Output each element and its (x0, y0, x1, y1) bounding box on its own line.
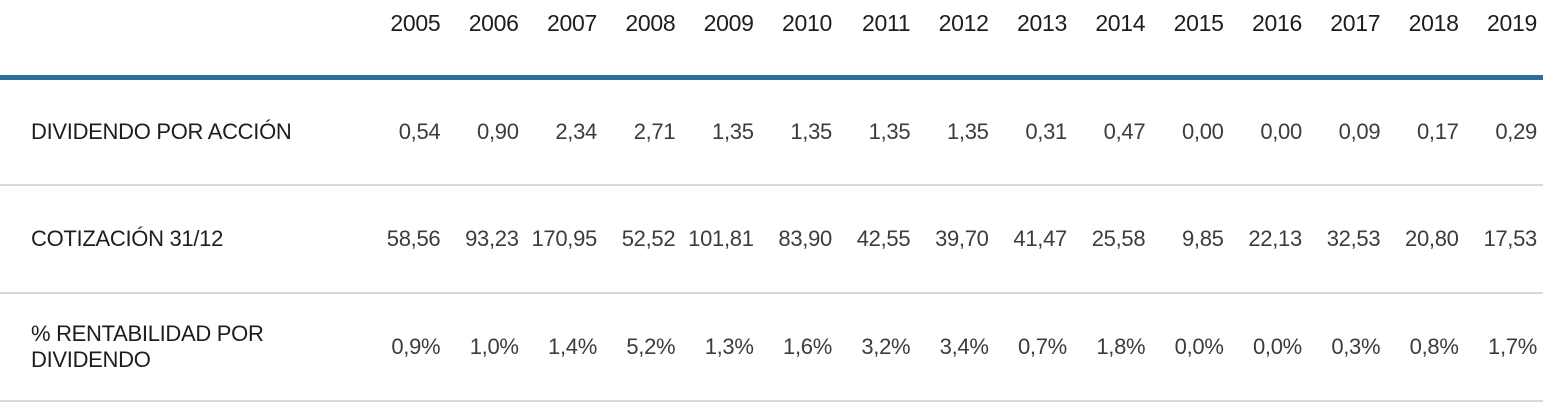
value-cell: 1,6% (759, 293, 838, 402)
value-cell: 3,4% (916, 293, 995, 402)
row-label: COTIZACIÓN 31/12 (0, 185, 368, 294)
value-cell: 1,35 (837, 77, 917, 186)
value-cell: 3,2% (837, 293, 917, 402)
value-cell: 1,4% (524, 293, 603, 402)
value-cell: 0,54 (368, 77, 447, 186)
table-row: % RENTABILIDAD POR DIVIDENDO 0,9% 1,0% 1,4%… (0, 293, 1543, 402)
year-header-2010: 2010 (759, 0, 838, 80)
year-header-2017: 2017 (1307, 0, 1387, 80)
row-label: DIVIDENDO POR ACCIÓN (0, 77, 368, 186)
year-header-row: 2005 2006 2007 2008 2009 2010 2011 2012 2013 2014… (0, 0, 1543, 80)
value-cell: 1,35 (759, 77, 838, 186)
year-header-2013: 2013 (994, 0, 1073, 80)
table-header: 2005 2006 2007 2008 2009 2010 2011 2012 2013 2014… (0, 0, 1543, 80)
value-cell: 0,00 (1151, 77, 1230, 186)
table-row: COTIZACIÓN 31/12 58,56 93,23 170,95 52,52 101… (0, 185, 1543, 294)
value-cell: 1,3% (681, 293, 760, 402)
value-cell: 0,31 (994, 77, 1073, 186)
value-cell: 2,71 (602, 77, 682, 186)
value-cell: 0,3% (1307, 293, 1387, 402)
year-header-2012: 2012 (916, 0, 995, 80)
value-cell: 39,70 (916, 185, 995, 294)
value-cell: 0,7% (994, 293, 1073, 402)
value-cell: 1,7% (1464, 293, 1543, 402)
year-header-2018: 2018 (1386, 0, 1465, 80)
value-cell: 5,2% (602, 293, 682, 402)
table-body: DIVIDENDO POR ACCIÓN 0,54 0,90 2,34 2,71 1,35… (0, 77, 1543, 402)
value-cell: 101,81 (681, 185, 760, 294)
value-cell: 0,0% (1151, 293, 1230, 402)
value-cell: 32,53 (1307, 185, 1387, 294)
value-cell: 0,47 (1072, 77, 1152, 186)
value-cell: 1,8% (1072, 293, 1152, 402)
dividend-history-table: 2005 2006 2007 2008 2009 2010 2011 2012 2013 2014… (0, 0, 1543, 402)
value-cell: 1,0% (446, 293, 525, 402)
value-cell: 0,00 (1229, 77, 1308, 186)
year-header-2009: 2009 (681, 0, 760, 80)
row-label: % RENTABILIDAD POR DIVIDENDO (0, 293, 368, 402)
value-cell: 83,90 (759, 185, 838, 294)
value-cell: 170,95 (524, 185, 603, 294)
value-cell: 0,0% (1229, 293, 1308, 402)
value-cell: 1,35 (916, 77, 995, 186)
value-cell: 20,80 (1386, 185, 1465, 294)
value-cell: 0,17 (1386, 77, 1465, 186)
year-header-2007: 2007 (524, 0, 603, 80)
year-header-2008: 2008 (602, 0, 682, 80)
value-cell: 42,55 (837, 185, 917, 294)
corner-cell (0, 0, 368, 80)
value-cell: 2,34 (524, 77, 603, 186)
value-cell: 22,13 (1229, 185, 1308, 294)
year-header-2015: 2015 (1151, 0, 1230, 80)
value-cell: 9,85 (1151, 185, 1230, 294)
value-cell: 0,90 (446, 77, 525, 186)
value-cell: 17,53 (1464, 185, 1543, 294)
year-header-2006: 2006 (446, 0, 525, 80)
year-header-2014: 2014 (1072, 0, 1152, 80)
value-cell: 0,8% (1386, 293, 1465, 402)
value-cell: 25,58 (1072, 185, 1152, 294)
value-cell: 93,23 (446, 185, 525, 294)
value-cell: 0,09 (1307, 77, 1387, 186)
value-cell: 58,56 (368, 185, 447, 294)
value-cell: 0,29 (1464, 77, 1543, 186)
year-header-2005: 2005 (368, 0, 447, 80)
year-header-2011: 2011 (837, 0, 917, 80)
value-cell: 41,47 (994, 185, 1073, 294)
value-cell: 1,35 (681, 77, 760, 186)
value-cell: 52,52 (602, 185, 682, 294)
year-header-2016: 2016 (1229, 0, 1308, 80)
table-row: DIVIDENDO POR ACCIÓN 0,54 0,90 2,34 2,71 1,35… (0, 77, 1543, 186)
value-cell: 0,9% (368, 293, 447, 402)
year-header-2019: 2019 (1464, 0, 1543, 80)
